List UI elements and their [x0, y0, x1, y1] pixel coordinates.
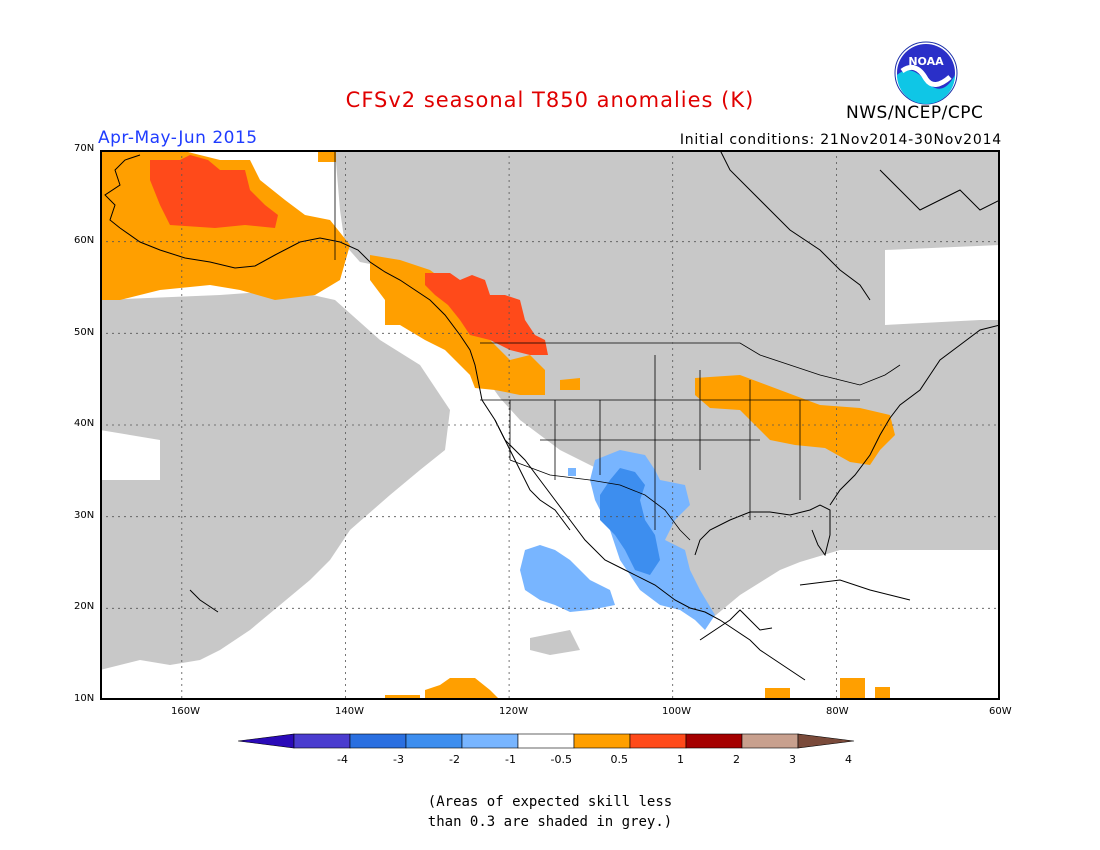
colorbar-box — [517, 733, 575, 749]
chart-title: CFSv2 seasonal T850 anomalies (K) — [345, 88, 755, 112]
lat-label-60n: 60N — [74, 235, 95, 246]
colorbar-tick-label: -1 — [505, 753, 516, 766]
noaa-logo-icon: NOAA — [894, 41, 958, 105]
lat-label-20n: 20N — [74, 601, 95, 612]
map-frame — [100, 150, 1000, 700]
lon-label-140w: 140W — [335, 706, 364, 717]
colorbar-tick-label: -0.5 — [551, 753, 572, 766]
red-anomaly — [150, 155, 548, 355]
colorbar-box — [461, 733, 519, 749]
lon-label-80w: 80W — [826, 706, 849, 717]
footnote-line-1: (Areas of expected skill less — [427, 794, 673, 810]
forecast-period: Apr-May-Jun 2015 — [98, 128, 258, 148]
colorbar-arrow-high — [797, 733, 855, 749]
graticule — [100, 150, 1000, 700]
skill-footnote: (Areas of expected skill less than 0.3 a… — [0, 792, 1100, 832]
colorbar-tick-label: 3 — [789, 753, 796, 766]
colorbar-tick-label: -3 — [393, 753, 404, 766]
lon-label-60w: 60W — [989, 706, 1012, 717]
lon-label-100w: 100W — [662, 706, 691, 717]
lon-label-120w: 120W — [499, 706, 528, 717]
agency-label: NWS/NCEP/CPC — [846, 103, 984, 123]
colorbar-tick-label: 0.5 — [611, 753, 629, 766]
colorbar-boxes — [238, 733, 855, 749]
colorbar-box — [685, 733, 743, 749]
colorbar-box — [573, 733, 631, 749]
svg-text:NOAA: NOAA — [908, 55, 944, 68]
low-skill-shading — [100, 150, 1000, 670]
colorbar-arrow-low — [238, 733, 295, 749]
colorbar-tick-label: 1 — [677, 753, 684, 766]
colorbar-tick-label: 4 — [845, 753, 852, 766]
lat-label-30n: 30N — [74, 510, 95, 521]
initial-conditions: Initial conditions: 21Nov2014-30Nov2014 — [679, 132, 1002, 148]
colorbar-labels: -4 -3 -2 -1 -0.5 0.5 1 2 3 4 — [337, 753, 852, 766]
colorbar-box — [405, 733, 463, 749]
colorbar: -4 -3 -2 -1 -0.5 0.5 1 2 3 4 — [238, 733, 855, 766]
colorbar-box — [741, 733, 799, 749]
lon-label-160w: 160W — [171, 706, 200, 717]
footnote-line-2: than 0.3 are shaded in grey.) — [427, 814, 673, 830]
lat-label-40n: 40N — [74, 418, 95, 429]
mid-blue-anomaly — [600, 468, 660, 575]
colorbar-tick-label: 2 — [733, 753, 740, 766]
lat-label-10n: 10N — [74, 693, 95, 704]
colorbar-box — [293, 733, 351, 749]
colorbar-tick-label: -4 — [337, 753, 348, 766]
anomaly-map — [100, 150, 1000, 700]
colorbar-box — [349, 733, 407, 749]
colorbar-tick-label: -2 — [449, 753, 460, 766]
lat-label-70n: 70N — [74, 143, 95, 154]
lat-label-50n: 50N — [74, 327, 95, 338]
colorbar-box — [629, 733, 687, 749]
borders — [334, 150, 901, 541]
